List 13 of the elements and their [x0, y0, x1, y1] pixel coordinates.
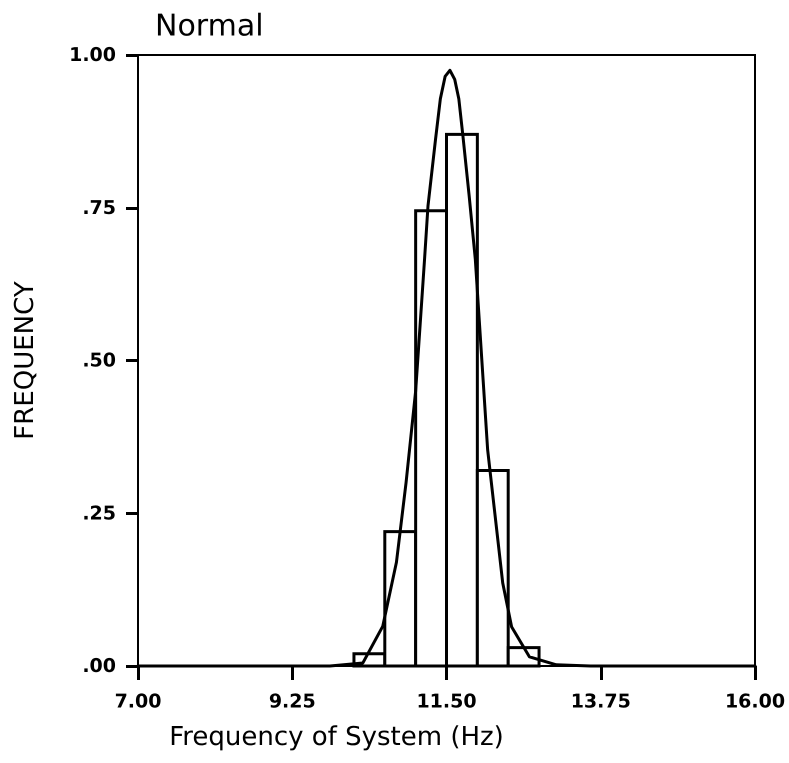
y-tick-label: 1.00 — [69, 44, 116, 66]
chart-title: Normal — [155, 8, 264, 44]
y-axis-title: FREQUENCY — [10, 281, 40, 440]
y-tick-label: .75 — [82, 196, 116, 219]
x-axis-title: Frequency of System (Hz) — [169, 722, 504, 752]
y-tick-label: .00 — [82, 655, 116, 677]
x-tick-label: 13.75 — [570, 690, 631, 712]
x-tick-label: 11.50 — [416, 690, 477, 712]
y-tick-label: .50 — [82, 350, 116, 372]
y-tick-label: .25 — [82, 502, 116, 524]
x-tick-label: 9.25 — [268, 690, 316, 712]
x-tick-label: 7.00 — [114, 690, 162, 712]
x-tick-label: 16.00 — [724, 690, 786, 712]
